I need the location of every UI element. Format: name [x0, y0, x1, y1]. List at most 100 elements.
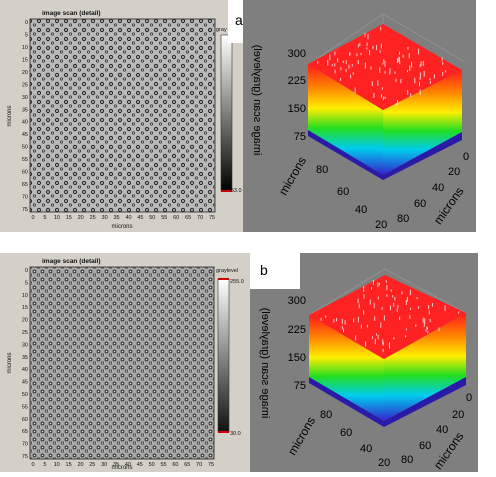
surface-spike	[419, 81, 420, 87]
surface-spike	[405, 328, 407, 331]
image-scan-plot	[30, 19, 215, 212]
scan-y-tick-label: 5	[25, 280, 28, 286]
scan-x-ticks: 0 5 10 15 20 25 30 35 40 45 50 55 60 65 70 75	[31, 215, 215, 221]
z-axis-ticks: 300 225 150 75	[288, 295, 306, 392]
scan-x-tick-label: 20	[77, 462, 83, 468]
surface-spike	[432, 303, 433, 307]
scan-y-tick-label: 5	[25, 33, 28, 39]
surface-spike	[373, 93, 375, 98]
surface-spike	[429, 81, 431, 84]
svg-text:40: 40	[355, 204, 367, 216]
axis2-ticks: 0 20 40 60 80	[397, 151, 469, 225]
scan-y-tick-label: 20	[22, 70, 28, 76]
surface-spike	[355, 335, 357, 341]
scan-x-tick-label: 15	[66, 215, 72, 221]
svg-text:60: 60	[337, 186, 349, 198]
surface-spike	[428, 310, 430, 315]
scan-y-tick-label: 70	[22, 442, 28, 448]
surface-spike	[380, 94, 382, 98]
scan-title: image scan (detail)	[42, 258, 101, 265]
scan-x-tick-label: 75	[208, 462, 214, 468]
scan-x-tick-label: 45	[137, 462, 143, 468]
surface-spike	[341, 318, 343, 324]
scan-x-tick-label: 5	[43, 215, 46, 221]
surface-spike	[386, 284, 388, 291]
panel-letter: a	[235, 12, 243, 28]
scan-y-tick-label: 15	[22, 57, 28, 63]
scan-x-ticks: 0 5 10 15 20 25 30 35 40 45 50 55 60 65 70 75	[31, 462, 214, 468]
surface-spike	[382, 339, 384, 345]
surface-spike	[400, 79, 402, 84]
surface-spike	[345, 60, 347, 65]
surface-spike	[406, 296, 408, 302]
surface-spike	[396, 307, 398, 313]
surface-spike	[356, 53, 358, 57]
surface-spike	[359, 42, 361, 46]
surface-spike	[390, 305, 391, 311]
surface-spike	[364, 62, 366, 69]
scan-y-tick-label: 0	[25, 20, 28, 26]
scan-x-label: microns	[111, 465, 132, 471]
surface-spike	[371, 287, 373, 290]
colorbar	[220, 34, 233, 192]
svg-text:150: 150	[288, 103, 306, 115]
scan-x-tick-label: 45	[137, 215, 143, 221]
surface-spike	[320, 317, 322, 321]
surface-spike	[418, 306, 419, 309]
scan-y-tick-label: 45	[22, 132, 28, 138]
scan-y-tick-label: 35	[22, 107, 28, 113]
axis2-ticks: 0 20 40 60 80	[401, 392, 472, 466]
surface-spike	[377, 334, 379, 340]
scan-y-tick-label: 50	[22, 392, 28, 398]
surface-spike	[360, 52, 362, 56]
surface-left-face	[308, 64, 383, 175]
svg-text:75: 75	[294, 380, 306, 392]
scan-y-tick-label: 70	[22, 195, 28, 201]
surface-spike	[357, 60, 359, 65]
surface-spike	[395, 78, 397, 83]
surface-spike	[367, 33, 369, 40]
surface-spike	[342, 60, 344, 64]
surface-spike	[329, 54, 331, 60]
surface-spike	[357, 316, 359, 323]
surface-spike	[377, 282, 379, 288]
scan-x-tick-label: 60	[173, 215, 179, 221]
surface-spike	[366, 42, 368, 46]
surface-spike	[397, 304, 399, 308]
surface-spike	[380, 26, 382, 31]
scan-y-tick-label: 30	[22, 342, 28, 348]
surface-spike	[358, 303, 360, 309]
surface-spike	[383, 315, 385, 321]
surface-spike	[411, 61, 413, 68]
surface-top-face	[309, 275, 466, 359]
surface-spike	[420, 61, 422, 66]
surface-spike	[376, 333, 377, 336]
svg-text:75: 75	[294, 131, 306, 143]
surface-spike	[407, 89, 409, 95]
surface-spike	[399, 316, 401, 321]
surface-spike	[325, 315, 327, 318]
surface-right-face	[384, 313, 466, 421]
surface-spike	[331, 64, 333, 67]
surface-spike	[373, 302, 375, 309]
surface-spike	[445, 70, 447, 73]
surface-spike	[341, 326, 343, 330]
scan-y-tick-label: 30	[22, 95, 28, 101]
surface-spike	[366, 324, 368, 328]
surface-spike	[419, 89, 421, 95]
surface-spike	[381, 87, 383, 90]
scan-x-tick-label: 25	[89, 462, 95, 468]
surface-spike	[339, 78, 341, 81]
surface-spike	[401, 291, 403, 295]
surface-spike	[336, 318, 337, 322]
scan-x-tick-label: 50	[149, 462, 155, 468]
surface-spike	[444, 305, 446, 312]
surface-spike	[422, 317, 424, 323]
scan-x-tick-label: 30	[101, 462, 107, 468]
surface-spike	[333, 319, 335, 323]
svg-text:80: 80	[316, 164, 328, 176]
scan-y-tick-label: 75	[22, 454, 28, 460]
scan-y-tick-label: 75	[22, 207, 28, 213]
surface-spike	[402, 54, 404, 58]
surface-spike	[343, 328, 344, 333]
